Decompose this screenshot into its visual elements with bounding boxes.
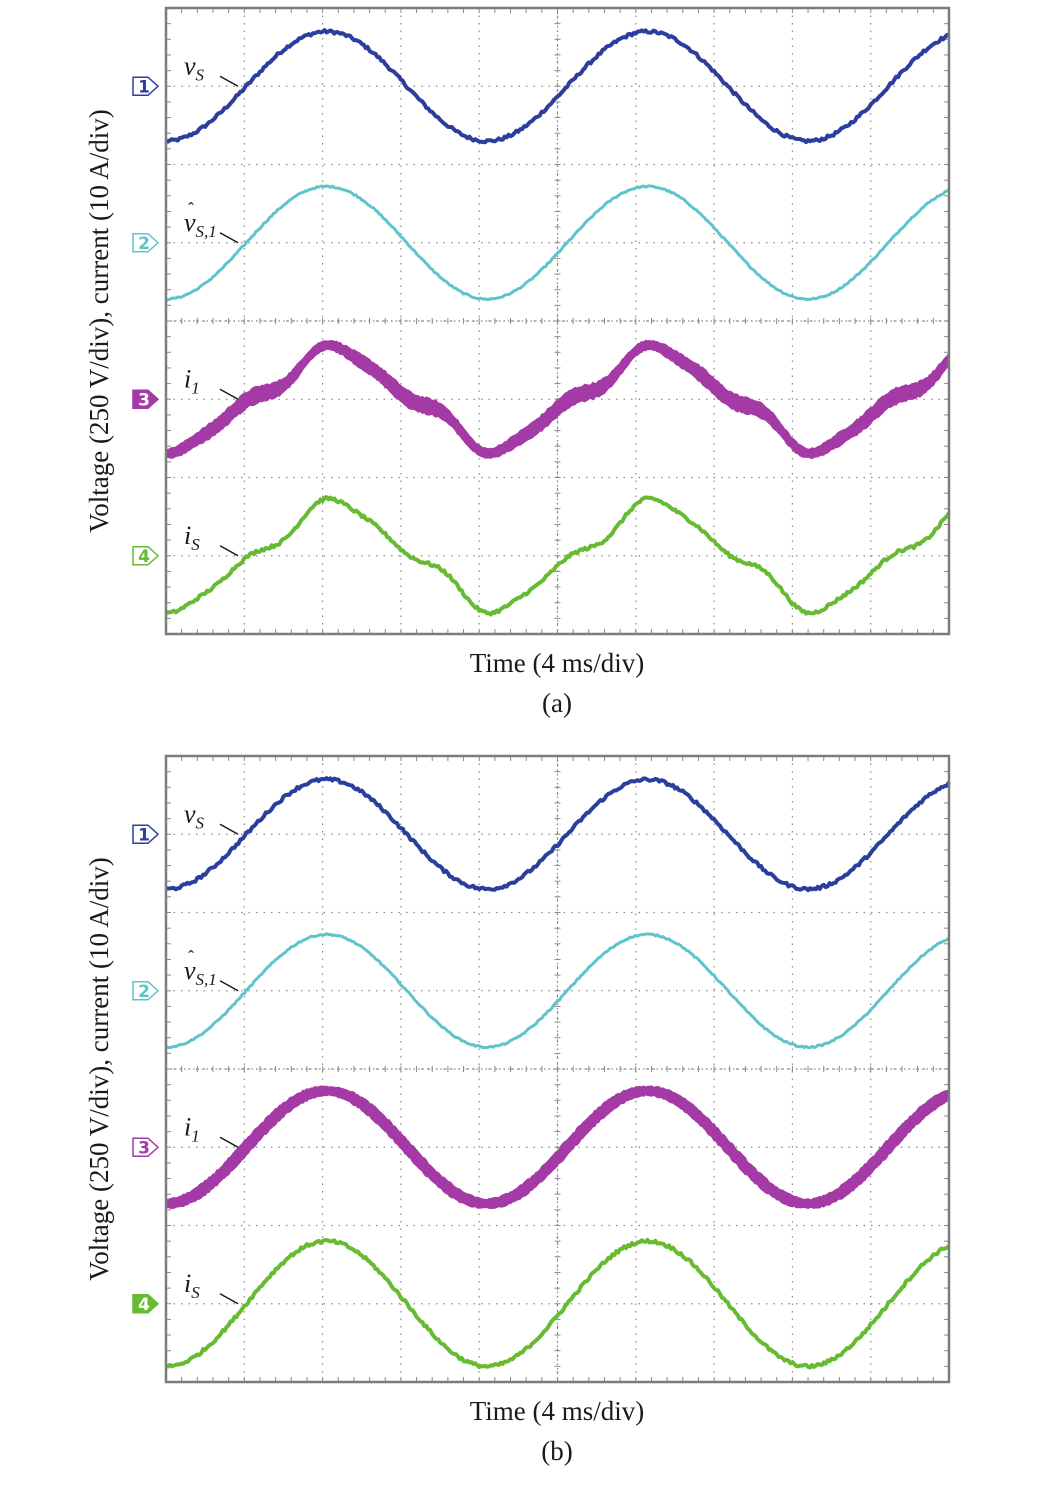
trace-label-leader — [219, 232, 239, 244]
channel-marker-2 — [132, 233, 160, 253]
channel-marker-1 — [132, 76, 160, 96]
panel-label: (b) — [541, 1436, 572, 1466]
trace-label-ch2: vS,1 — [184, 956, 217, 989]
trace-label-ch2: vS,1 — [184, 208, 217, 241]
panel-label: (a) — [542, 688, 572, 718]
trace-ch2 — [165, 184, 950, 302]
trace-label-ch3: i1 — [184, 1112, 200, 1145]
channel-marker-4 — [132, 1294, 160, 1314]
trace-label-ch3: i1 — [184, 364, 200, 397]
plot-frame — [164, 6, 951, 636]
channel-marker-label: 2 — [138, 982, 150, 1002]
trace-ch4 — [164, 495, 951, 617]
y-axis-label: Voltage (250 V/div), current (10 A/div) — [84, 857, 114, 1280]
trace-ch1 — [165, 776, 951, 893]
trace-ch4 — [165, 1237, 951, 1370]
trace-label-leader — [219, 1293, 239, 1305]
trace-label-ch4: iS — [184, 521, 200, 554]
channel-marker-1 — [132, 824, 160, 844]
channel-marker-label: 1 — [138, 77, 150, 97]
trace-ch1 — [165, 28, 950, 145]
hat-accent: ˆ — [188, 199, 194, 219]
scope-panel-b: 1 2 3 4 vS vS,1 ˆ i1 iS Voltage (250 V/div), cu… — [0, 748, 1040, 1486]
trace-label-ch4: iS — [184, 1269, 200, 1302]
channel-marker-label: 3 — [138, 1138, 150, 1158]
channel-marker-4 — [132, 546, 160, 566]
trace-ch2 — [165, 932, 951, 1050]
trace-label-leader — [219, 388, 239, 400]
channel-marker-3 — [132, 389, 160, 409]
trace-label-ch1: vS — [184, 51, 205, 84]
x-axis-label: Time (4 ms/div) — [470, 1396, 645, 1426]
trace-label-leader — [219, 75, 239, 87]
hat-accent: ˆ — [188, 947, 194, 967]
channel-marker-label: 4 — [138, 547, 150, 567]
trace-label-leader — [219, 980, 239, 992]
trace-label-leader — [219, 823, 239, 835]
trace-label-ch1: vS — [184, 799, 205, 832]
channel-marker-label: 1 — [138, 825, 150, 845]
channel-marker-3 — [132, 1137, 160, 1157]
scope-panel-a: 1 2 3 4 vS vS,1 ˆ i1 iS Voltage (250 V/div), cu… — [0, 0, 1040, 738]
trace-label-leader — [219, 545, 239, 557]
scope-chart-b: 1 2 3 4 vS vS,1ˆ i1 iS Voltage (250 V/div), cu… — [84, 754, 951, 1466]
x-axis-label: Time (4 ms/div) — [470, 648, 645, 678]
y-axis-label: Voltage (250 V/div), current (10 A/div) — [84, 109, 114, 532]
trace-label-leader — [219, 1136, 239, 1148]
plot-frame — [164, 754, 951, 1384]
channel-marker-label: 3 — [138, 390, 150, 410]
scope-chart-a: 1 2 3 4 vS vS,1ˆ i1 iS Voltage (250 V/div), cu… — [84, 6, 951, 718]
channel-marker-label: 2 — [138, 234, 150, 254]
channel-marker-label: 4 — [138, 1295, 150, 1315]
channel-marker-2 — [132, 981, 160, 1001]
